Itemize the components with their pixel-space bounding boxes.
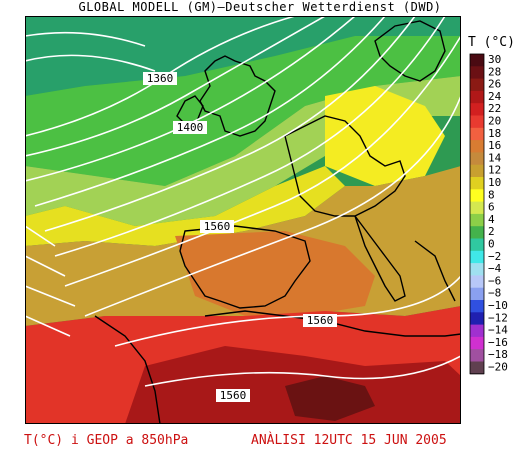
footer-left: T(°C) i GEOP a 850hPa — [24, 433, 189, 448]
legend-swatch — [470, 140, 484, 153]
legend-swatch — [470, 189, 484, 203]
legend-swatch — [470, 90, 484, 104]
legend-label: −18 — [488, 348, 508, 361]
legend-swatch — [470, 152, 484, 166]
legend-label: 6 — [488, 201, 495, 214]
map-title: GLOBAL MODELL (GM)—Deutscher Wetterdiens… — [78, 0, 442, 14]
legend-label: 2 — [488, 225, 495, 238]
contour-labels: 1360 1400 1560 1560 1560 — [143, 72, 337, 402]
legend-swatch — [470, 54, 484, 67]
legend-swatch — [470, 177, 484, 190]
legend-swatch — [470, 103, 484, 116]
contour-label: 1560 — [204, 220, 231, 233]
legend-swatch — [470, 213, 484, 227]
legend-swatch — [470, 201, 484, 215]
contour-label: 1400 — [177, 121, 204, 134]
legend-swatch — [470, 275, 484, 289]
legend-swatch — [470, 312, 484, 326]
coastlines — [94, 20, 461, 424]
contour-label: 1560 — [307, 314, 334, 327]
temperature-map: 1360 1400 1560 1560 1560 — [25, 16, 461, 424]
footer-right: ANÀLISI 12UTC 15 JUN 2005 — [251, 433, 447, 448]
legend-swatch — [470, 115, 484, 129]
legend-swatch — [470, 300, 484, 313]
contour-label: 1360 — [147, 72, 174, 85]
legend-swatch — [470, 238, 484, 252]
legend-label: −8 — [488, 287, 501, 300]
legend-label: −14 — [488, 324, 508, 337]
legend-label: −12 — [488, 311, 508, 324]
legend-swatch — [470, 287, 484, 301]
color-legend: 302826242220181614121086420−2−4−6−8−10−1… — [469, 53, 508, 375]
legend-swatch — [470, 336, 484, 350]
legend-label: 20 — [488, 115, 501, 128]
legend-swatch — [470, 66, 484, 80]
legend-label: −4 — [488, 262, 502, 275]
legend-swatch — [470, 349, 484, 362]
legend-swatch — [470, 164, 484, 178]
legend-swatch — [470, 78, 484, 92]
cold-north-band — [25, 16, 461, 96]
legend-label: 30 — [488, 53, 501, 66]
legend-swatch — [470, 226, 484, 239]
extreme-core — [285, 376, 375, 421]
orange-band — [175, 231, 375, 316]
legend-label: 8 — [488, 188, 495, 201]
legend-label: 28 — [488, 65, 501, 78]
legend-label: 16 — [488, 139, 501, 152]
legend-title: T (°C) — [468, 35, 515, 50]
map-frame — [25, 16, 461, 424]
legend-label: 22 — [488, 102, 501, 115]
contour-label: 1560 — [220, 389, 247, 402]
legend-label: −20 — [488, 361, 508, 374]
legend-swatch — [470, 250, 484, 264]
legend-label: 10 — [488, 176, 501, 189]
legend-frame — [469, 53, 485, 375]
yellow-band — [325, 86, 445, 186]
green-band — [25, 36, 461, 186]
legend-swatch — [470, 361, 484, 375]
legend-label: −16 — [488, 336, 508, 349]
legend-label: 18 — [488, 127, 501, 140]
legend-swatch — [470, 263, 484, 276]
legend-label: 24 — [488, 90, 502, 103]
legend-label: 4 — [488, 213, 495, 226]
legend-label: 26 — [488, 78, 501, 91]
legend-label: −6 — [488, 274, 501, 287]
legend-label: −2 — [488, 250, 501, 263]
legend-label: 14 — [488, 151, 502, 164]
legend-label: 12 — [488, 164, 501, 177]
legend-swatch — [470, 127, 484, 141]
legend-swatch — [470, 324, 484, 338]
legend-label: −10 — [488, 299, 508, 312]
legend-label: 0 — [488, 238, 495, 251]
